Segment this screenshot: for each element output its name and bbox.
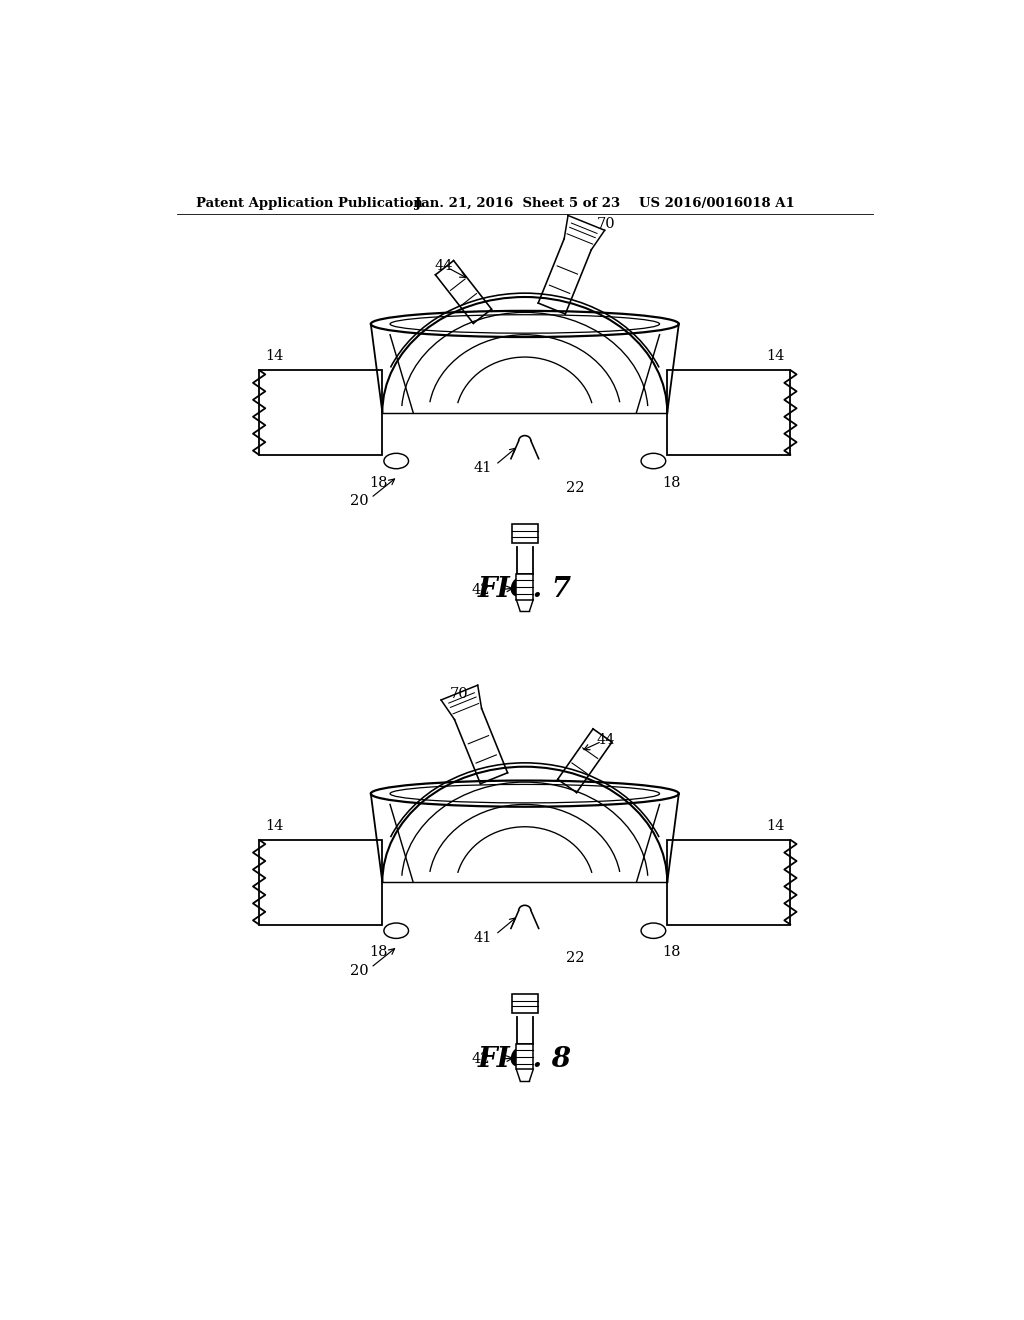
Text: 41: 41 — [473, 931, 492, 945]
Bar — [668, 840, 791, 924]
Text: 20: 20 — [350, 494, 369, 508]
Text: 44: 44 — [435, 259, 454, 273]
Text: 14: 14 — [265, 350, 284, 363]
Bar — [668, 370, 791, 455]
Ellipse shape — [641, 923, 666, 939]
Text: 20: 20 — [350, 964, 369, 978]
Text: 18: 18 — [662, 945, 680, 960]
Text: FIG. 8: FIG. 8 — [478, 1045, 571, 1073]
FancyBboxPatch shape — [516, 1044, 534, 1069]
Text: 70: 70 — [596, 216, 615, 231]
Text: 41: 41 — [473, 461, 492, 475]
Ellipse shape — [641, 453, 666, 469]
FancyBboxPatch shape — [512, 994, 538, 1014]
Text: 14: 14 — [265, 818, 284, 833]
Text: 22: 22 — [565, 950, 584, 965]
Text: Jan. 21, 2016  Sheet 5 of 23: Jan. 21, 2016 Sheet 5 of 23 — [416, 197, 621, 210]
Text: US 2016/0016018 A1: US 2016/0016018 A1 — [639, 197, 795, 210]
Ellipse shape — [384, 453, 409, 469]
Text: 22: 22 — [565, 480, 584, 495]
Bar — [259, 370, 382, 455]
Text: 14: 14 — [766, 350, 784, 363]
Bar — [259, 840, 382, 924]
Text: 42: 42 — [472, 1052, 490, 1067]
FancyBboxPatch shape — [516, 574, 534, 599]
Ellipse shape — [384, 923, 409, 939]
Text: Patent Application Publication: Patent Application Publication — [196, 197, 423, 210]
Text: FIG. 7: FIG. 7 — [478, 576, 571, 603]
Text: 18: 18 — [662, 475, 680, 490]
FancyBboxPatch shape — [512, 524, 538, 544]
Text: 42: 42 — [472, 582, 490, 597]
Text: 44: 44 — [596, 733, 614, 747]
Text: 14: 14 — [766, 818, 784, 833]
Text: 18: 18 — [370, 945, 388, 960]
Text: 18: 18 — [370, 475, 388, 490]
Text: 70: 70 — [450, 686, 469, 701]
